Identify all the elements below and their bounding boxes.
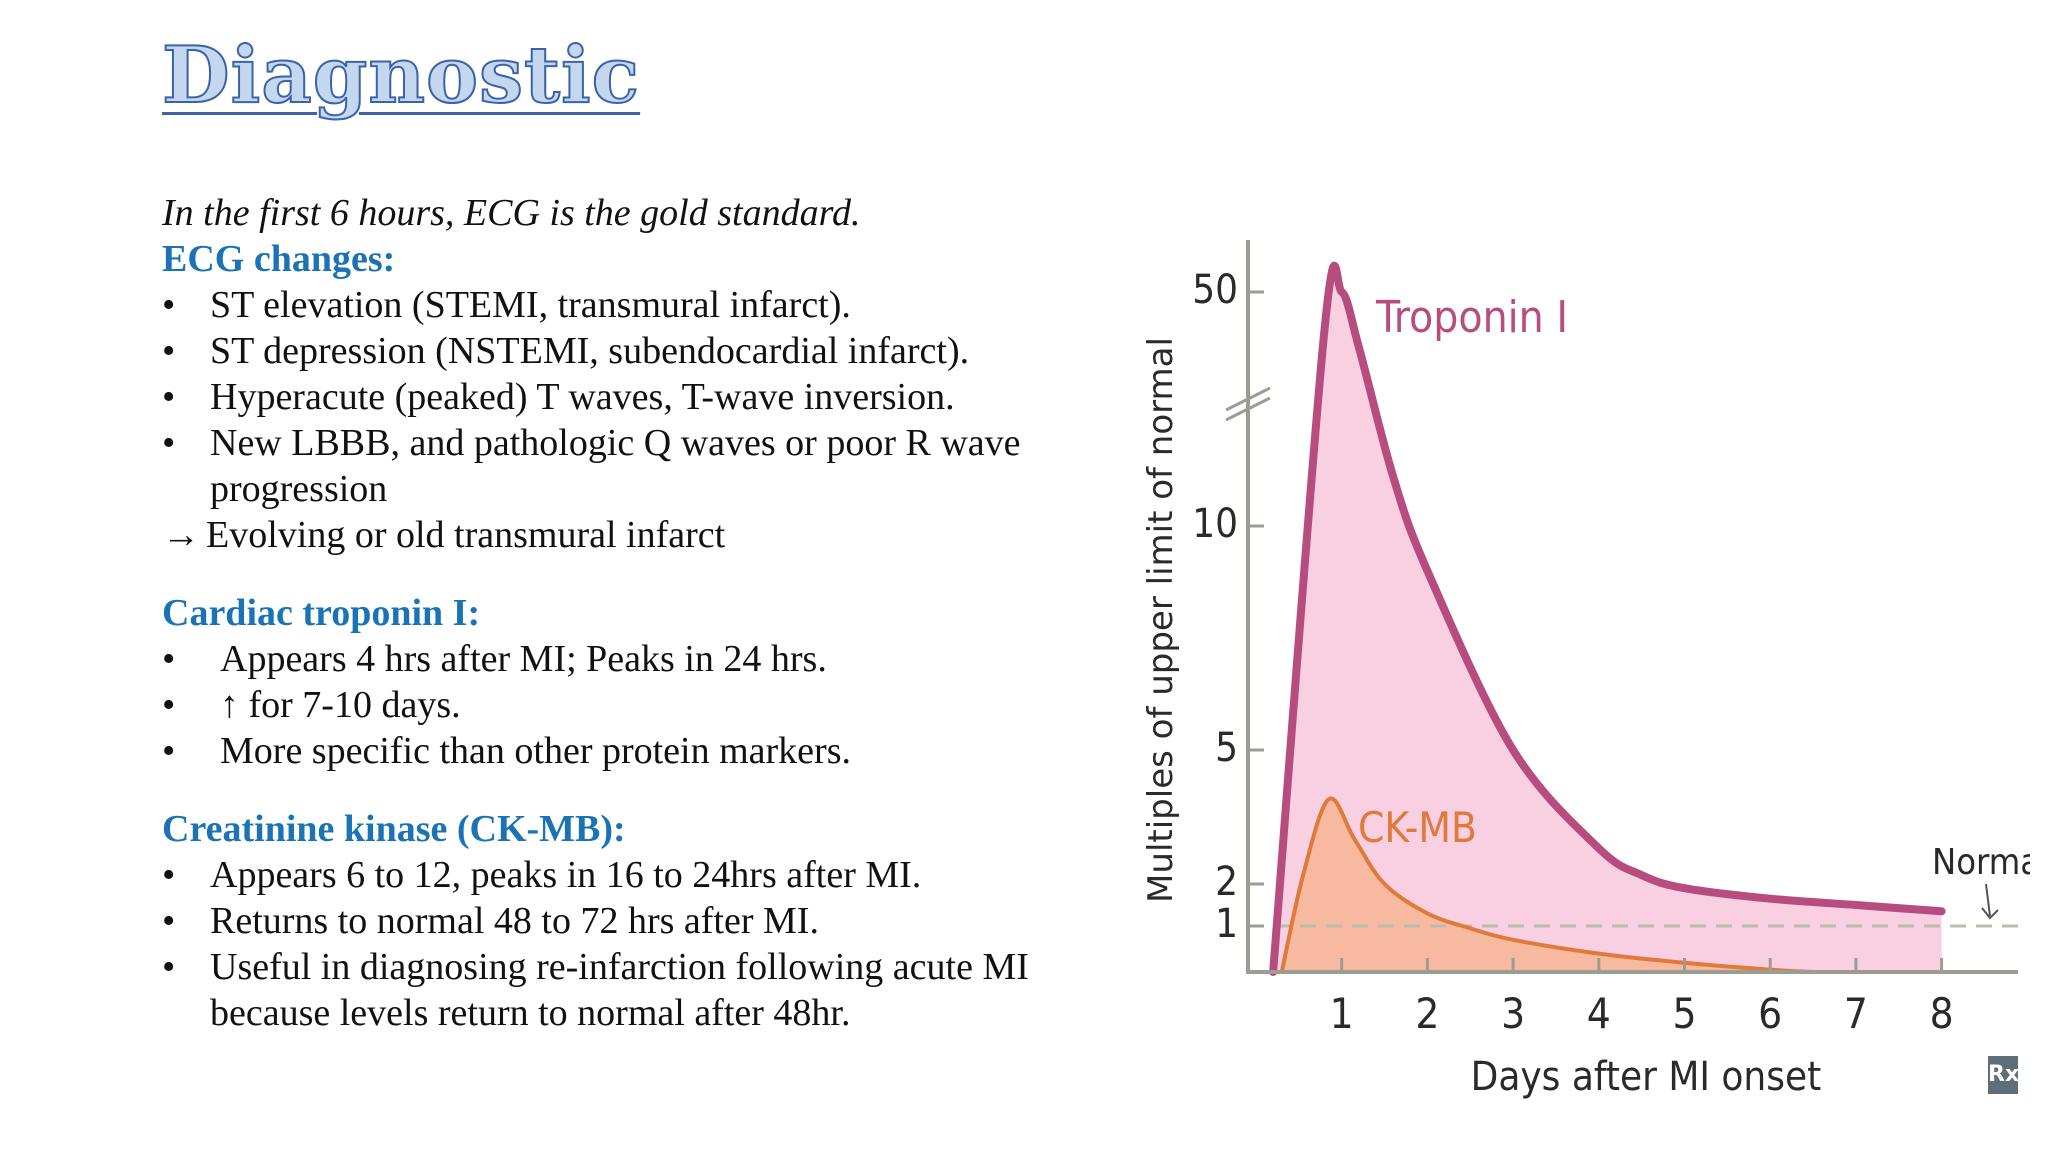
ecg-conclusion-text: Evolving or old transmural infarct [206, 514, 726, 556]
y-tick-label: 10 [1192, 501, 1238, 547]
troponin-line [1269, 261, 1946, 976]
ckmb-bullet: • Returns to normal 48 to 72 hrs after MI… [162, 898, 1127, 944]
ckmb-bullet-text: Appears 6 to 12, peaks in 16 to 24hrs af… [210, 854, 922, 896]
y-axis-label: Multiples of upper limit of normal [1141, 337, 1181, 903]
troponin-area [1273, 265, 1942, 972]
ckmb-line [1279, 796, 1816, 974]
troponin-bullet-text: More specific than other protein markers… [220, 730, 851, 772]
ecg-bullet-text: ST elevation (STEMI, transmural infarct)… [210, 284, 851, 326]
right-arrow-icon: → [162, 514, 200, 556]
ecg-bullet: • New LBBB, and pathologic Q waves or poo… [162, 420, 1127, 512]
x-tick-label: 1 [1330, 989, 1354, 1038]
x-tick-label: 4 [1587, 989, 1611, 1038]
y-tick-label: 50 [1192, 267, 1238, 313]
ecg-bullet: • ST elevation (STEMI, transmural infarct… [162, 282, 1127, 328]
x-tick-label: 7 [1844, 989, 1868, 1038]
x-axis-label: Days after MI onset [1471, 1054, 1822, 1100]
y-tick-label: 1 [1215, 901, 1238, 947]
normal-label: Normal [1932, 842, 2030, 883]
intro-text: In the first 6 hours, ECG is the gold st… [162, 192, 861, 234]
rx-logo: Rx [1988, 1056, 2019, 1094]
x-tick-label: 5 [1672, 989, 1696, 1038]
troponin-bullet: • More specific than other protein marker… [162, 728, 1127, 774]
troponin-bullet: • ↑ for 7-10 days. [162, 682, 1127, 728]
ecg-bullet-text: New LBBB, and pathologic Q waves or poor… [210, 422, 1021, 510]
ckmb-bullet: • Useful in diagnosing re-infarction foll… [162, 944, 1127, 1036]
notes-panel: In the first 6 hours, ECG is the gold st… [162, 190, 1127, 1036]
ckmb-bullet-text: Returns to normal 48 to 72 hrs after MI. [210, 900, 819, 942]
ckmb-area [1281, 798, 1814, 972]
ecg-bullet: • ST depression (NSTEMI, subendocardial i… [162, 328, 1127, 374]
ecg-conclusion: → Evolving or old transmural infarct [162, 512, 1127, 558]
troponin-bullet-text: ↑ for 7-10 days. [220, 684, 461, 726]
ecg-heading: ECG changes: [162, 238, 396, 280]
ecg-bullet-text: ST depression (NSTEMI, subendocardial in… [210, 330, 970, 372]
ckmb-series-label: CK-MB [1358, 803, 1477, 852]
ecg-bullet-text: Hyperacute (peaked) T waves, T-wave inve… [210, 376, 955, 418]
slide-title: Diagnostic [161, 29, 641, 122]
ckmb-bullet: • Appears 6 to 12, peaks in 16 to 24hrs a… [162, 852, 1127, 898]
troponin-bullet: • Appears 4 hrs after MI; Peaks in 24 hrs… [162, 636, 1127, 682]
ckmb-bullet-text: Useful in diagnosing re-infarction follo… [210, 946, 1029, 1034]
y-tick-label: 5 [1215, 725, 1238, 771]
x-tick-label: 2 [1415, 989, 1439, 1038]
normal-pointer-icon [1981, 883, 1999, 920]
x-tick-label: 6 [1758, 989, 1782, 1038]
x-tick-label: 3 [1501, 989, 1525, 1038]
troponin-bullet-text: Appears 4 hrs after MI; Peaks in 24 hrs. [220, 638, 827, 680]
troponin-series-label: Troponin I [1375, 292, 1568, 343]
ckmb-heading: Creatinine kinase (CK-MB): [162, 808, 626, 850]
ecg-bullet: • Hyperacute (peaked) T waves, T-wave inv… [162, 374, 1127, 420]
axis-break-icon [1225, 386, 1271, 422]
troponin-heading: Cardiac troponin I: [162, 592, 481, 634]
x-tick-label: 8 [1930, 989, 1954, 1038]
y-tick-label: 2 [1215, 859, 1238, 905]
